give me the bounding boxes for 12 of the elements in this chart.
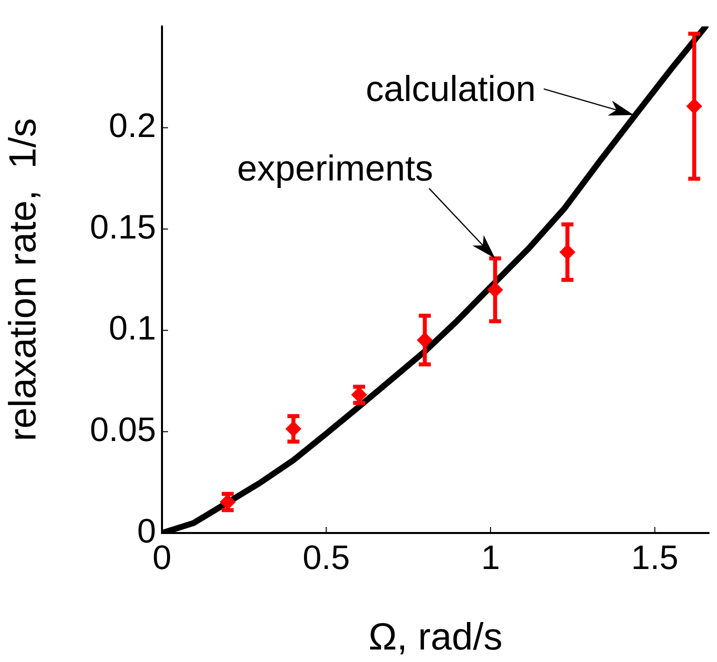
x-tick-label: 1 (481, 538, 500, 577)
y-tick-label: 0.1 (108, 310, 156, 348)
y-tick-label: 0.15 (90, 208, 156, 246)
y-tick-label: 0.2 (108, 107, 156, 146)
x-tick-label: 0.5 (302, 538, 350, 577)
x-axis-title: Ω, rad/s (368, 616, 503, 659)
y-tick-label: 0.05 (90, 411, 156, 450)
annotation: calculation (366, 68, 536, 109)
y-axis-title: relaxation rate, 1/s (2, 118, 44, 442)
annotation: experiments (237, 147, 434, 188)
y-tick-label: 0 (137, 512, 156, 550)
x-tick-label: 1.5 (631, 538, 678, 577)
